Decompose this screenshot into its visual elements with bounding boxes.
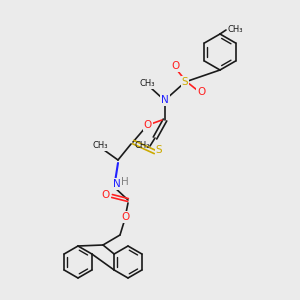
Text: CH₃: CH₃: [227, 25, 242, 34]
Text: CH₃: CH₃: [92, 142, 108, 151]
Text: S: S: [182, 77, 188, 87]
Text: O: O: [144, 120, 152, 130]
Text: N: N: [113, 179, 121, 189]
Text: S: S: [156, 145, 162, 155]
Text: CH₃: CH₃: [139, 80, 155, 88]
Text: N: N: [161, 95, 169, 105]
Text: O: O: [171, 61, 179, 71]
Text: O: O: [197, 87, 205, 97]
Text: O: O: [102, 190, 110, 200]
Text: O: O: [121, 212, 129, 222]
Text: H: H: [121, 177, 129, 187]
Text: CH₂: CH₂: [134, 142, 150, 151]
